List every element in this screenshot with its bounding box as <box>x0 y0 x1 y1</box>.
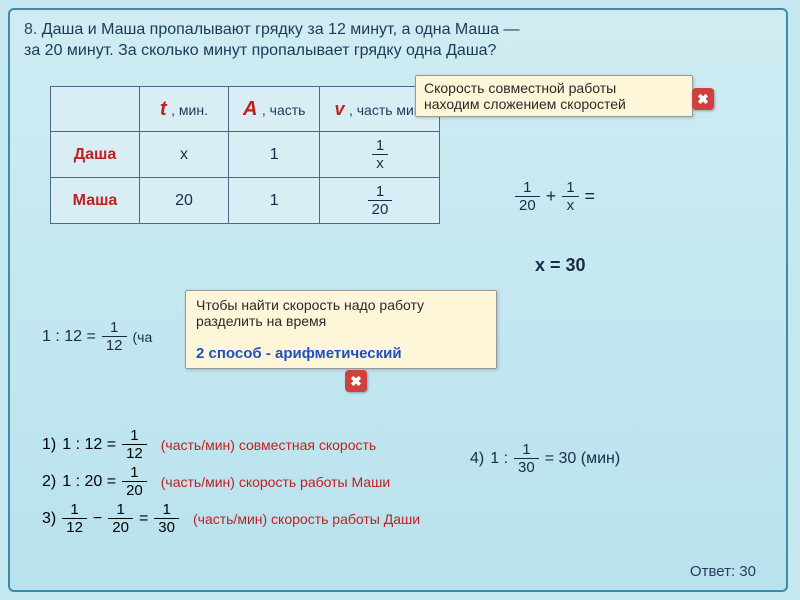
r2v-num: 1 <box>368 184 393 201</box>
steps-block: 1) 1 : 12 = 112 (часть/мин) совместная с… <box>42 428 420 539</box>
step-4: 4) 1 : 130 = 30 (мин) <box>470 442 620 475</box>
s3f2d: 20 <box>108 519 133 535</box>
answer-text: Ответ: 30 <box>690 563 756 580</box>
r2v-den: 20 <box>368 201 393 217</box>
row-dasha-label: Даша <box>51 132 140 178</box>
s3f3d: 30 <box>154 519 179 535</box>
s1den: 12 <box>122 445 147 461</box>
tt2-method: 2 способ - арифметический <box>196 345 402 362</box>
row-masha-a: 1 <box>229 178 320 224</box>
header-t: t , мин. <box>140 87 229 132</box>
row-dasha-t: х <box>140 132 229 178</box>
s1note: (часть/мин) совместная скорость <box>161 431 376 459</box>
work-table: t , мин. A , часть v , часть мин. Даша х… <box>50 86 440 224</box>
row-masha-label: Маша <box>51 178 140 224</box>
s4n: 4) <box>470 450 484 468</box>
tt2-l2: разделить на время <box>196 313 326 329</box>
header-v-unit: , часть мин. <box>349 102 426 118</box>
s4den: 30 <box>514 459 539 475</box>
row-dasha-a: 1 <box>229 132 320 178</box>
step-3: 3) 112 − 120 = 130 (часть/мин) скорость … <box>42 502 420 535</box>
tooltip1-l2: находим сложением скоростей <box>424 96 626 112</box>
problem-line2: за 20 минут. За сколько минут пропалывае… <box>24 42 496 59</box>
step-1: 1) 1 : 12 = 112 (часть/мин) совместная с… <box>42 428 420 461</box>
table-corner <box>51 87 140 132</box>
div12-d: 12 <box>102 337 127 353</box>
s1num: 1 <box>122 428 147 445</box>
r1v-num: 1 <box>372 138 388 155</box>
eqr-f2n: 1 <box>562 180 578 197</box>
s2note: (часть/мин) скорость работы Маши <box>161 468 390 496</box>
s1n: 1) <box>42 429 56 461</box>
s3note: (часть/мин) скорость работы Даши <box>193 505 420 533</box>
eqr-f2d: х <box>562 197 578 213</box>
header-a-sym: A <box>243 98 257 120</box>
div12-n: 1 <box>102 320 127 337</box>
div12-line: 1 : 12 = 112 (ча <box>42 320 152 353</box>
tooltip-speed-formula: Чтобы найти скорость надо работу раздели… <box>185 290 497 369</box>
s3f1d: 12 <box>62 519 87 535</box>
row-masha-v: 120 <box>320 178 440 224</box>
eqr-f1n: 1 <box>515 180 540 197</box>
tooltip-speed-sum: Скорость совместной работы находим сложе… <box>415 75 693 117</box>
header-a-unit: , часть <box>262 102 306 118</box>
s3f2n: 1 <box>108 502 133 519</box>
eqr-plus: + <box>546 186 557 207</box>
tooltip1-l1: Скорость совместной работы <box>424 80 616 96</box>
equation-sum: 120 + 1х = <box>515 180 595 213</box>
s2n: 2) <box>42 466 56 498</box>
header-v-sym: v <box>334 99 344 119</box>
problem-line1: Даша и Маша пропалывают грядку за 12 мин… <box>42 21 520 38</box>
close-icon-2[interactable]: ✖ <box>345 370 367 392</box>
tt2-l1: Чтобы найти скорость надо работу <box>196 297 424 313</box>
header-t-unit: , мин. <box>171 102 208 118</box>
s3minus: − <box>93 503 102 535</box>
s2num: 1 <box>122 465 147 482</box>
eqr-eq: = <box>585 186 596 207</box>
s3eq: = <box>139 503 148 535</box>
slide-page: 8. Даша и Маша пропалывают грядку за 12 … <box>8 8 788 592</box>
s2den: 20 <box>122 482 147 498</box>
header-a: A , часть <box>229 87 320 132</box>
r1v-den: х <box>372 155 388 171</box>
s1lhs: 1 : 12 = <box>62 429 116 461</box>
s4rhs: = 30 (мин) <box>545 450 620 468</box>
div12-note: (ча <box>133 329 153 345</box>
problem-statement: 8. Даша и Маша пропалывают грядку за 12 … <box>24 20 772 62</box>
problem-number: 8. <box>24 21 37 38</box>
eqr-f1d: 20 <box>515 197 540 213</box>
s3f3n: 1 <box>154 502 179 519</box>
close-icon[interactable]: ✖ <box>692 88 714 110</box>
s3n: 3) <box>42 503 56 535</box>
solution-x: х = 30 <box>535 255 586 276</box>
s3f1n: 1 <box>62 502 87 519</box>
header-t-sym: t <box>160 98 167 120</box>
s2lhs: 1 : 20 = <box>62 466 116 498</box>
row-masha-t: 20 <box>140 178 229 224</box>
s4lhs: 1 : <box>490 450 508 468</box>
row-dasha-v: 1х <box>320 132 440 178</box>
div12-lhs: 1 : 12 = <box>42 328 96 346</box>
s4num: 1 <box>514 442 539 459</box>
step-2: 2) 1 : 20 = 120 (часть/мин) скорость раб… <box>42 465 420 498</box>
